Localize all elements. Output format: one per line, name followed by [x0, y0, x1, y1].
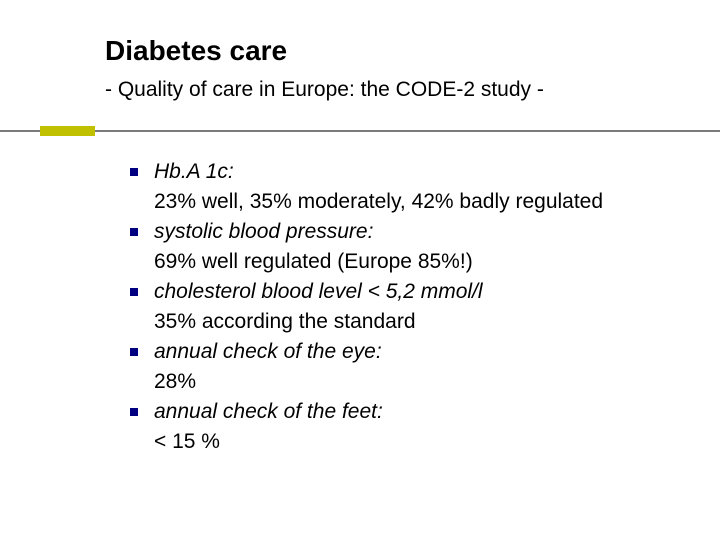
- item-detail: 69% well regulated (Europe 85%!): [154, 248, 690, 276]
- divider: [0, 112, 720, 142]
- item-detail: 28%: [154, 368, 690, 396]
- list-item: annual check of the feet:: [130, 398, 690, 426]
- list-item: systolic blood pressure:: [130, 218, 690, 246]
- item-heading: cholesterol blood level < 5,2 mmol/l: [154, 278, 483, 306]
- item-heading: annual check of the eye:: [154, 338, 382, 366]
- item-detail: 23% well, 35% moderately, 42% badly regu…: [154, 188, 690, 216]
- item-heading: systolic blood pressure:: [154, 218, 373, 246]
- item-detail: 35% according the standard: [154, 308, 690, 336]
- slide-subtitle: - Quality of care in Europe: the CODE-2 …: [105, 78, 544, 102]
- list-item-detail: < 15 %: [154, 428, 690, 456]
- divider-accent: [40, 126, 95, 136]
- list-item-detail: 69% well regulated (Europe 85%!): [154, 248, 690, 276]
- content-list: Hb.A 1c: 23% well, 35% moderately, 42% b…: [130, 158, 690, 458]
- bullet-icon: [130, 348, 138, 356]
- divider-line: [0, 130, 720, 132]
- bullet-icon: [130, 228, 138, 236]
- item-detail: < 15 %: [154, 428, 690, 456]
- list-item-detail: 23% well, 35% moderately, 42% badly regu…: [154, 188, 690, 216]
- list-item: annual check of the eye:: [130, 338, 690, 366]
- list-item-detail: 35% according the standard: [154, 308, 690, 336]
- list-item-detail: 28%: [154, 368, 690, 396]
- item-heading: Hb.A 1c:: [154, 158, 234, 186]
- bullet-icon: [130, 288, 138, 296]
- bullet-icon: [130, 168, 138, 176]
- slide: Diabetes care - Quality of care in Europ…: [0, 0, 720, 540]
- item-heading: annual check of the feet:: [154, 398, 383, 426]
- slide-title: Diabetes care: [105, 35, 287, 67]
- list-item: Hb.A 1c:: [130, 158, 690, 186]
- bullet-icon: [130, 408, 138, 416]
- list-item: cholesterol blood level < 5,2 mmol/l: [130, 278, 690, 306]
